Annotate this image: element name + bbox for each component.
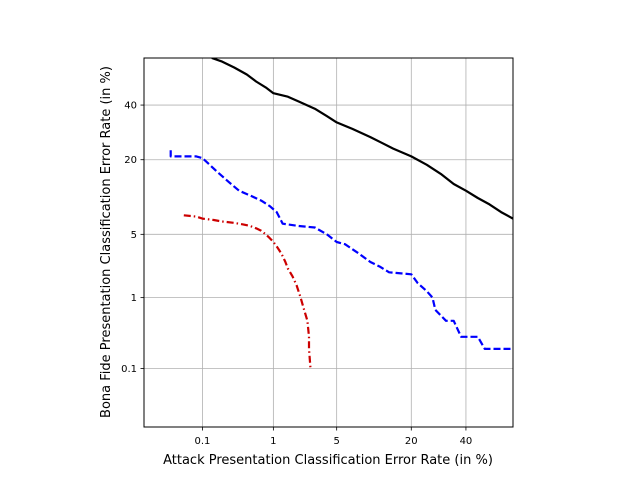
series-layer [169, 58, 513, 369]
grid-lines [144, 58, 513, 427]
y-tick-label: 40 [124, 101, 137, 112]
series-line-2 [169, 150, 513, 350]
x-tick-label: 5 [333, 436, 339, 447]
x-axis-label: Attack Presentation Classification Error… [163, 453, 493, 468]
y-axis-label: Bona Fide Presentation Classification Er… [99, 66, 114, 418]
x-tick-label: 1 [270, 436, 276, 447]
x-tick-label: 40 [460, 436, 473, 447]
y-ticks: 0.1 1 5 20 40 [121, 101, 144, 375]
y-tick-label: 1 [131, 293, 137, 304]
x-ticks: 0.1 1 5 20 40 [194, 427, 472, 447]
x-tick-label: 0.1 [194, 436, 210, 447]
y-tick-label: 0.1 [121, 364, 137, 375]
y-tick-label: 5 [131, 230, 137, 241]
plot-frame [143, 57, 514, 428]
series-line-1 [211, 58, 513, 220]
y-tick-label: 20 [124, 155, 137, 166]
x-tick-label: 20 [405, 436, 418, 447]
